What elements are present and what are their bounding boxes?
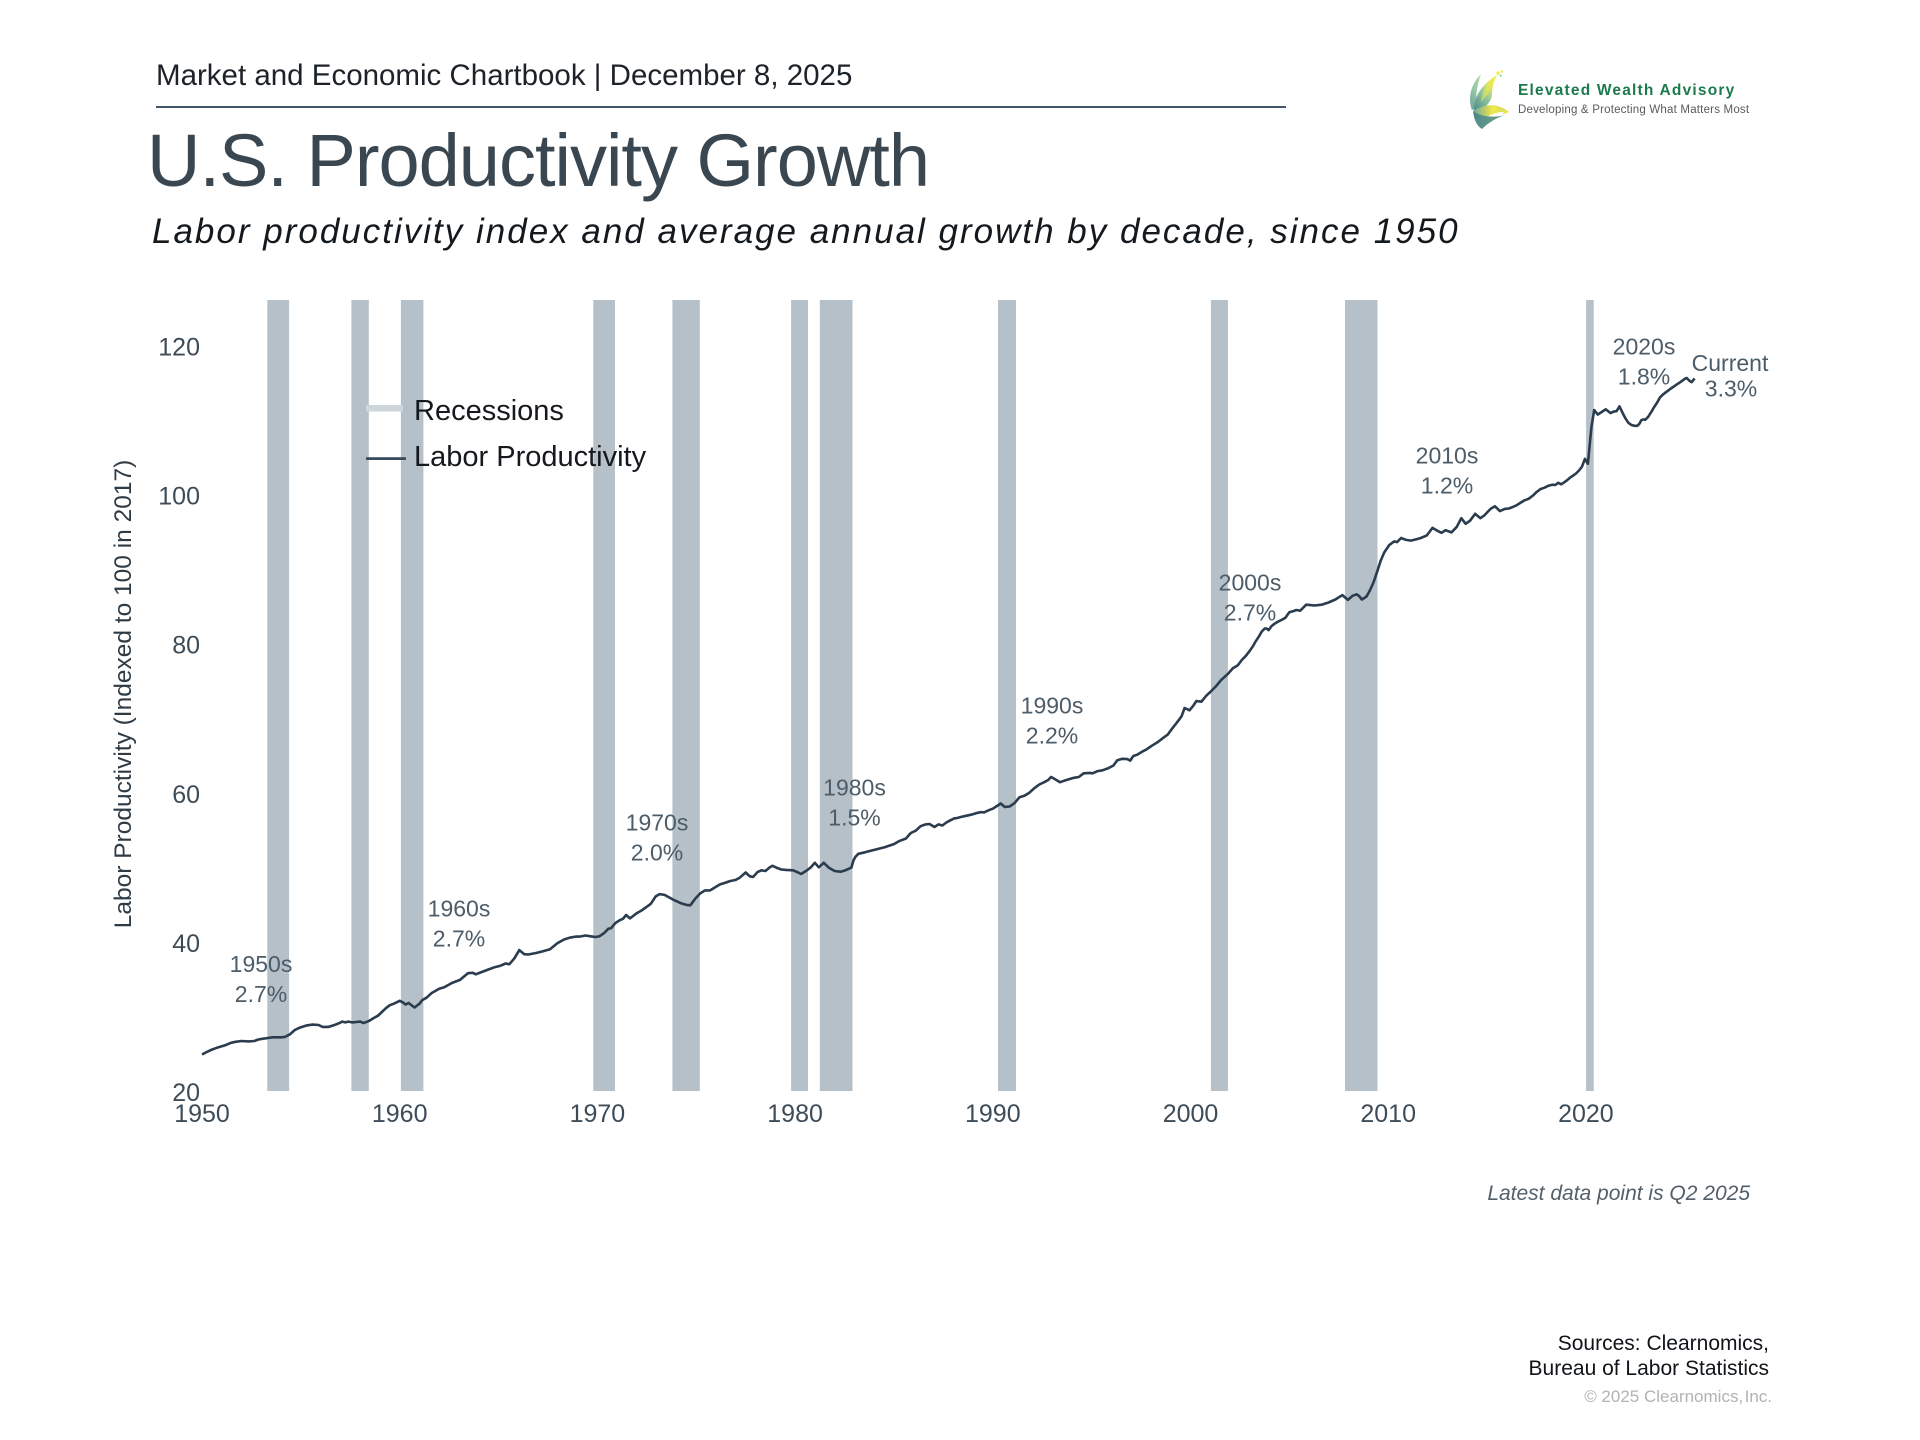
- svg-text:80: 80: [172, 632, 200, 660]
- svg-text:60: 60: [172, 781, 200, 809]
- svg-text:2020: 2020: [1558, 1100, 1614, 1128]
- svg-text:Current: Current: [1692, 350, 1769, 376]
- svg-text:2020s: 2020s: [1613, 334, 1676, 360]
- svg-text:100: 100: [158, 483, 200, 511]
- svg-text:1970: 1970: [570, 1100, 626, 1128]
- svg-text:1990: 1990: [965, 1100, 1021, 1128]
- svg-text:Labor Productivity (Indexed to: Labor Productivity (Indexed to 100 in 20…: [110, 460, 137, 929]
- svg-text:120: 120: [158, 333, 200, 361]
- svg-text:Labor Productivity: Labor Productivity: [414, 441, 647, 473]
- svg-text:1.8%: 1.8%: [1618, 364, 1670, 390]
- svg-text:2.7%: 2.7%: [433, 926, 485, 952]
- svg-text:Recessions: Recessions: [414, 395, 564, 427]
- svg-text:2.2%: 2.2%: [1026, 723, 1078, 749]
- svg-text:1990s: 1990s: [1021, 693, 1084, 719]
- svg-text:20: 20: [172, 1079, 200, 1107]
- svg-text:1.2%: 1.2%: [1421, 473, 1473, 499]
- svg-text:2.7%: 2.7%: [235, 981, 287, 1007]
- svg-text:2.7%: 2.7%: [1224, 600, 1276, 626]
- svg-text:1950s: 1950s: [230, 951, 293, 977]
- svg-text:40: 40: [172, 930, 200, 958]
- svg-text:3.3%: 3.3%: [1705, 376, 1757, 402]
- svg-text:1960: 1960: [372, 1100, 428, 1128]
- svg-text:2010: 2010: [1360, 1100, 1416, 1128]
- svg-text:2000s: 2000s: [1219, 570, 1282, 596]
- svg-text:2.0%: 2.0%: [631, 840, 683, 866]
- svg-text:1980: 1980: [767, 1100, 823, 1128]
- svg-text:2000: 2000: [1163, 1100, 1219, 1128]
- svg-text:1960s: 1960s: [428, 896, 491, 922]
- svg-text:1950: 1950: [174, 1100, 230, 1128]
- svg-text:1.5%: 1.5%: [828, 805, 880, 831]
- svg-text:2010s: 2010s: [1416, 443, 1479, 469]
- svg-text:1970s: 1970s: [626, 810, 689, 836]
- svg-text:1980s: 1980s: [823, 775, 886, 801]
